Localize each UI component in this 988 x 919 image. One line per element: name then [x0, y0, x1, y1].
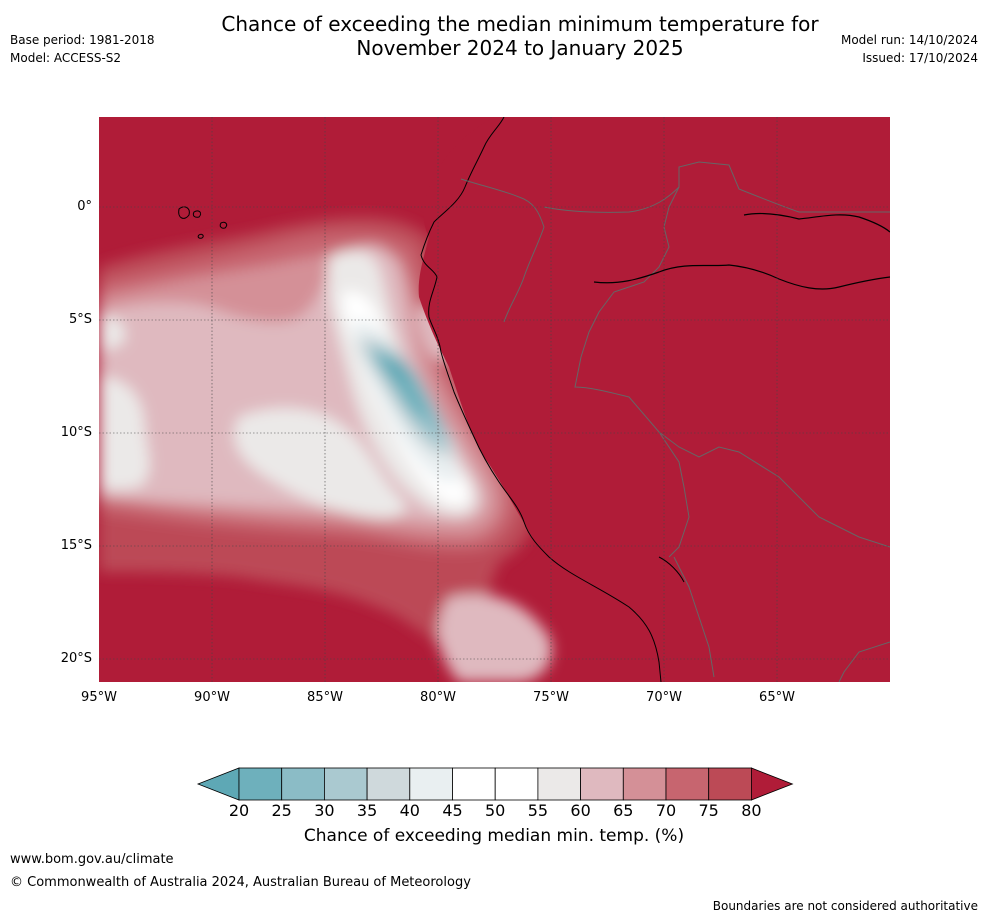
colorbar-segment	[537, 767, 581, 801]
anomaly-field	[99, 216, 754, 682]
colorbar-segment	[281, 767, 325, 801]
colorbar-tick: 25	[271, 801, 292, 820]
title-line-1: Chance of exceeding the median minimum t…	[221, 12, 819, 36]
map-svg	[99, 117, 890, 682]
map-title: Chance of exceeding the median minimum t…	[0, 12, 988, 60]
colorbar-arrow-high	[751, 767, 794, 801]
lon-label-90w: 90°W	[194, 690, 230, 705]
colorbar-segment	[580, 767, 624, 801]
model-name: Model: ACCESS-S2	[10, 51, 122, 65]
colorbar-segment	[494, 767, 539, 801]
header-left: Base period: 1981-2018 Model: ACCESS-S2	[10, 31, 155, 67]
lat-label-15s: 15°S	[60, 538, 92, 553]
colorbar-segment	[452, 767, 496, 801]
colorbar-tick: 75	[698, 801, 719, 820]
lon-label-75w: 75°W	[533, 690, 569, 705]
colorbar-segment	[366, 767, 411, 801]
lon-label-70w: 70°W	[646, 690, 682, 705]
header-right: Model run: 14/10/2024 Issued: 17/10/2024	[841, 31, 978, 67]
lon-label-95w: 95°W	[81, 690, 117, 705]
colorbar-tick: 45	[442, 801, 463, 820]
lon-label-85w: 85°W	[307, 690, 343, 705]
colorbar-tick: 35	[356, 801, 378, 820]
colorbar-tick: 20	[228, 801, 250, 820]
colorbar-tick: 50	[485, 801, 506, 820]
colorbar-segment	[665, 767, 710, 801]
colorbar-segment	[708, 767, 752, 801]
lat-label-20s: 20°S	[60, 651, 92, 666]
colorbar-segment	[323, 767, 368, 801]
lon-label-65w: 65°W	[759, 690, 795, 705]
lat-label-10s: 10°S	[60, 425, 92, 440]
colorbar-arrow-low	[196, 767, 240, 801]
map-panel	[99, 117, 890, 682]
colorbar-tick: 65	[613, 801, 634, 820]
title-line-2: November 2024 to January 2025	[356, 36, 684, 60]
issued-date: Issued: 17/10/2024	[862, 51, 978, 65]
colorbar-tick: 55	[527, 801, 549, 820]
base-period: Base period: 1981-2018	[10, 33, 155, 47]
colorbar-tick: 70	[655, 801, 677, 820]
colorbar-tick: 80	[741, 801, 762, 820]
colorbar-tick: 60	[570, 801, 591, 820]
colorbar-segment	[622, 767, 667, 801]
graticule	[99, 117, 890, 682]
website-link[interactable]: www.bom.gov.au/climate	[10, 852, 174, 867]
lat-label-5s: 5°S	[68, 312, 92, 327]
colorbar-segment	[409, 767, 453, 801]
disclaimer-text: Boundaries are not considered authoritat…	[712, 899, 978, 913]
colorbar-segment	[238, 767, 283, 801]
lat-label-0: 0°	[77, 199, 92, 214]
land-mass	[418, 117, 890, 682]
colorbar-tick: 30	[314, 801, 335, 820]
boundaries	[178, 117, 890, 682]
copyright-text: © Commonwealth of Australia 2024, Austra…	[10, 875, 471, 890]
lon-label-80w: 80°W	[420, 690, 456, 705]
colorbar	[196, 767, 794, 801]
colorbar-title: Chance of exceeding median min. temp. (%…	[303, 826, 685, 846]
colorbar-tick: 40	[399, 801, 420, 820]
model-run: Model run: 14/10/2024	[840, 33, 978, 47]
